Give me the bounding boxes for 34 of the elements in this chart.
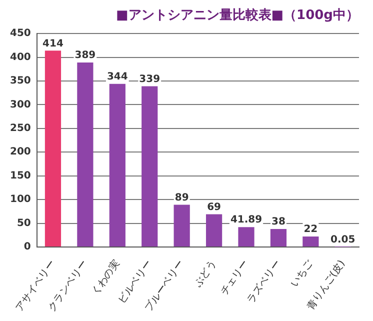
y-tick-label: 50 [16,218,31,229]
y-tick-label: 400 [10,52,31,63]
x-tick-label: くわの実 [89,258,122,298]
bar [270,228,287,246]
y-tick-label: 100 [10,194,31,206]
bar [44,50,62,246]
chart-title: ■アントシアニン量比較表■（100g中） [116,8,359,24]
bar [302,236,319,246]
bar [238,227,254,246]
bar [206,214,222,246]
x-tick-label: ぶどう [192,258,219,290]
bar [77,62,94,246]
data-label: 414 [42,38,64,50]
y-tick-label: 300 [10,99,31,110]
data-label: 38 [272,216,286,228]
y-tick-label: 0 [24,242,31,253]
bar [109,84,126,246]
data-label: 89 [174,192,189,204]
y-tick-label: 250 [10,123,31,134]
bar [174,204,190,246]
bar [142,86,158,246]
data-label: 0.05 [330,234,356,246]
y-tick-label: 150 [10,170,31,182]
data-label: 69 [207,202,222,213]
data-label: 22 [304,224,318,236]
data-label: 41.89 [230,214,262,226]
data-label: 344 [106,71,128,82]
y-tick-label: 200 [10,146,31,158]
x-tick-label: いちご [289,257,316,290]
y-tick-label: 350 [10,76,31,87]
data-label: 339 [139,74,160,85]
data-label: 389 [74,50,96,62]
x-tick-label: ラズベリー [244,258,284,306]
y-tick-label: 450 [10,28,31,40]
